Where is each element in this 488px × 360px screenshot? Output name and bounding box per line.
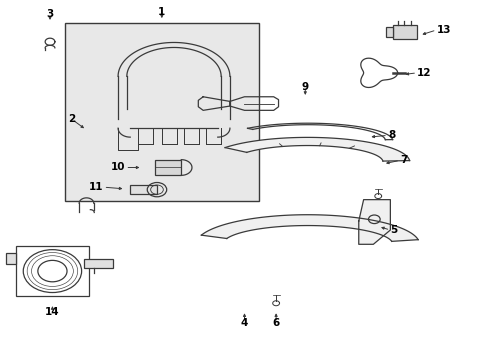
Text: 5: 5 (389, 225, 397, 235)
Polygon shape (358, 200, 389, 244)
Text: 10: 10 (111, 162, 125, 172)
Bar (154, 159, 181, 175)
Bar (84, 258, 113, 267)
Bar (385, 27, 392, 37)
Bar (64, 23, 259, 202)
Text: 8: 8 (387, 130, 394, 140)
Text: 3: 3 (46, 9, 54, 19)
Polygon shape (201, 215, 417, 241)
Text: 13: 13 (436, 25, 450, 35)
Bar (6, 253, 16, 264)
Text: 11: 11 (89, 182, 103, 192)
Polygon shape (224, 138, 409, 161)
Text: 12: 12 (416, 68, 431, 78)
Text: 4: 4 (240, 318, 248, 328)
Bar (16, 246, 89, 296)
Bar (130, 185, 157, 194)
Text: 14: 14 (45, 307, 60, 317)
Text: 9: 9 (301, 82, 308, 92)
Text: 1: 1 (158, 7, 165, 17)
Bar (392, 25, 416, 39)
Text: 2: 2 (68, 114, 75, 124)
Text: 7: 7 (399, 156, 407, 165)
Text: 6: 6 (272, 318, 279, 328)
